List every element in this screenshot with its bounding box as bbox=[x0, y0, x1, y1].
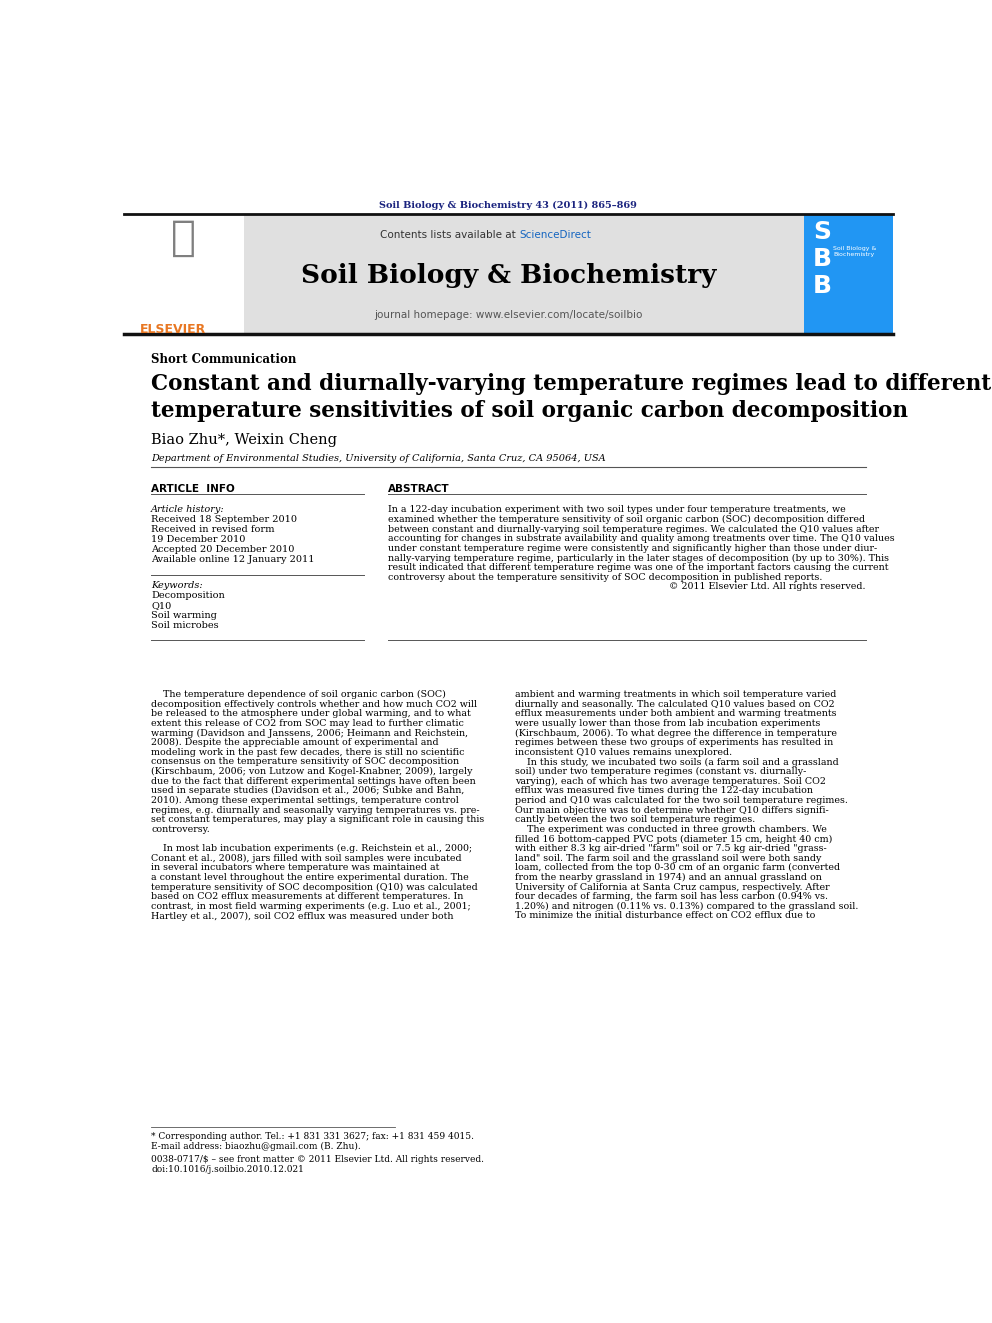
Text: Soil microbes: Soil microbes bbox=[151, 620, 219, 630]
Text: with either 8.3 kg air-dried "farm" soil or 7.5 kg air-dried "grass-: with either 8.3 kg air-dried "farm" soil… bbox=[516, 844, 827, 853]
Text: ELSEVIER: ELSEVIER bbox=[140, 323, 205, 336]
Text: The experiment was conducted in three growth chambers. We: The experiment was conducted in three gr… bbox=[516, 824, 827, 833]
Text: Keywords:: Keywords: bbox=[151, 581, 202, 590]
Text: efflux measurements under both ambient and warming treatments: efflux measurements under both ambient a… bbox=[516, 709, 837, 718]
Text: diurnally and seasonally. The calculated Q10 values based on CO2: diurnally and seasonally. The calculated… bbox=[516, 700, 835, 709]
Text: To minimize the initial disturbance effect on CO2 efflux due to: To minimize the initial disturbance effe… bbox=[516, 912, 815, 921]
Text: E-mail address: biaozhu@gmail.com (B. Zhu).: E-mail address: biaozhu@gmail.com (B. Zh… bbox=[151, 1142, 361, 1151]
Text: In a 122-day incubation experiment with two soil types under four temperature tr: In a 122-day incubation experiment with … bbox=[388, 505, 845, 515]
Text: University of California at Santa Cruz campus, respectively. After: University of California at Santa Cruz c… bbox=[516, 882, 830, 892]
Text: Contents lists available at: Contents lists available at bbox=[380, 230, 519, 241]
Text: In most lab incubation experiments (e.g. Reichstein et al., 2000;: In most lab incubation experiments (e.g.… bbox=[151, 844, 472, 853]
Text: Soil warming: Soil warming bbox=[151, 611, 217, 619]
Text: ARTICLE  INFO: ARTICLE INFO bbox=[151, 484, 235, 493]
Text: used in separate studies (Davidson et al., 2006; Subke and Bahn,: used in separate studies (Davidson et al… bbox=[151, 786, 464, 795]
Text: Available online 12 January 2011: Available online 12 January 2011 bbox=[151, 556, 314, 565]
Text: B: B bbox=[813, 247, 832, 271]
Text: in several incubators where temperature was maintained at: in several incubators where temperature … bbox=[151, 864, 439, 872]
Text: 2010). Among these experimental settings, temperature control: 2010). Among these experimental settings… bbox=[151, 796, 459, 806]
Text: were usually lower than those from lab incubation experiments: were usually lower than those from lab i… bbox=[516, 718, 820, 728]
Text: warming (Davidson and Janssens, 2006; Heimann and Reichstein,: warming (Davidson and Janssens, 2006; He… bbox=[151, 729, 468, 738]
Text: Biao Zhu*, Weixin Cheng: Biao Zhu*, Weixin Cheng bbox=[151, 433, 337, 447]
Text: B: B bbox=[813, 274, 832, 298]
Text: journal homepage: www.elsevier.com/locate/soilbio: journal homepage: www.elsevier.com/locat… bbox=[374, 310, 643, 320]
Text: Soil Biology & Biochemistry: Soil Biology & Biochemistry bbox=[301, 263, 716, 287]
Text: under constant temperature regime were consistently and significantly higher tha: under constant temperature regime were c… bbox=[388, 544, 877, 553]
Text: based on CO2 efflux measurements at different temperatures. In: based on CO2 efflux measurements at diff… bbox=[151, 892, 463, 901]
Text: set constant temperatures, may play a significant role in causing this: set constant temperatures, may play a si… bbox=[151, 815, 484, 824]
Text: The temperature dependence of soil organic carbon (SOC): The temperature dependence of soil organ… bbox=[151, 691, 446, 699]
Text: * Corresponding author. Tel.: +1 831 331 3627; fax: +1 831 459 4015.: * Corresponding author. Tel.: +1 831 331… bbox=[151, 1132, 474, 1140]
Text: extent this release of CO2 from SOC may lead to further climatic: extent this release of CO2 from SOC may … bbox=[151, 718, 464, 728]
Text: Accepted 20 December 2010: Accepted 20 December 2010 bbox=[151, 545, 295, 554]
Text: Conant et al., 2008), jars filled with soil samples were incubated: Conant et al., 2008), jars filled with s… bbox=[151, 853, 461, 863]
Text: period and Q10 was calculated for the two soil temperature regimes.: period and Q10 was calculated for the tw… bbox=[516, 796, 848, 804]
Text: Soil Biology & Biochemistry 43 (2011) 865–869: Soil Biology & Biochemistry 43 (2011) 86… bbox=[380, 201, 637, 210]
Bar bbox=[244, 214, 804, 335]
Text: loam, collected from the top 0-30 cm of an organic farm (converted: loam, collected from the top 0-30 cm of … bbox=[516, 864, 840, 872]
Text: doi:10.1016/j.soilbio.2010.12.021: doi:10.1016/j.soilbio.2010.12.021 bbox=[151, 1166, 304, 1174]
Text: temperature sensitivity of SOC decomposition (Q10) was calculated: temperature sensitivity of SOC decomposi… bbox=[151, 882, 478, 892]
Text: 1.20%) and nitrogen (0.11% vs. 0.13%) compared to the grassland soil.: 1.20%) and nitrogen (0.11% vs. 0.13%) co… bbox=[516, 902, 859, 912]
Text: regimes, e.g. diurnally and seasonally varying temperatures vs. pre-: regimes, e.g. diurnally and seasonally v… bbox=[151, 806, 480, 815]
Text: decomposition effectively controls whether and how much CO2 will: decomposition effectively controls wheth… bbox=[151, 700, 477, 709]
Text: land" soil. The farm soil and the grassland soil were both sandy: land" soil. The farm soil and the grassl… bbox=[516, 853, 821, 863]
Text: efflux was measured five times during the 122-day incubation: efflux was measured five times during th… bbox=[516, 786, 813, 795]
Text: ambient and warming treatments in which soil temperature varied: ambient and warming treatments in which … bbox=[516, 691, 836, 699]
Text: Soil Biology &: Soil Biology & bbox=[833, 246, 877, 251]
Text: regimes between these two groups of experiments has resulted in: regimes between these two groups of expe… bbox=[516, 738, 833, 747]
Bar bbox=[124, 214, 244, 335]
Text: ABSTRACT: ABSTRACT bbox=[388, 484, 449, 493]
Text: nally-varying temperature regime, particularly in the later stages of decomposit: nally-varying temperature regime, partic… bbox=[388, 553, 889, 562]
Text: Received 18 September 2010: Received 18 September 2010 bbox=[151, 515, 298, 524]
Text: Article history:: Article history: bbox=[151, 505, 225, 515]
Text: due to the fact that different experimental settings have often been: due to the fact that different experimen… bbox=[151, 777, 476, 786]
Text: accounting for changes in substrate availability and quality among treatments ov: accounting for changes in substrate avai… bbox=[388, 534, 894, 544]
Text: Constant and diurnally-varying temperature regimes lead to different: Constant and diurnally-varying temperatu… bbox=[151, 373, 991, 394]
Text: © 2011 Elsevier Ltd. All rights reserved.: © 2011 Elsevier Ltd. All rights reserved… bbox=[670, 582, 866, 591]
Text: between constant and diurnally-varying soil temperature regimes. We calculated t: between constant and diurnally-varying s… bbox=[388, 524, 879, 533]
Text: ScienceDirect: ScienceDirect bbox=[519, 230, 591, 241]
Text: inconsistent Q10 values remains unexplored.: inconsistent Q10 values remains unexplor… bbox=[516, 747, 732, 757]
Text: Biochemistry: Biochemistry bbox=[833, 251, 874, 257]
Text: (Kirschbaum, 2006). To what degree the difference in temperature: (Kirschbaum, 2006). To what degree the d… bbox=[516, 729, 837, 738]
Text: modeling work in the past few decades, there is still no scientific: modeling work in the past few decades, t… bbox=[151, 747, 464, 757]
Text: Department of Environmental Studies, University of California, Santa Cruz, CA 95: Department of Environmental Studies, Uni… bbox=[151, 454, 606, 463]
Text: (Kirschbaum, 2006; von Lutzow and Kogel-Knabner, 2009), largely: (Kirschbaum, 2006; von Lutzow and Kogel-… bbox=[151, 767, 472, 777]
Text: cantly between the two soil temperature regimes.: cantly between the two soil temperature … bbox=[516, 815, 756, 824]
Text: Short Communication: Short Communication bbox=[151, 353, 297, 365]
Text: soil) under two temperature regimes (constant vs. diurnally-: soil) under two temperature regimes (con… bbox=[516, 767, 806, 777]
Text: S: S bbox=[813, 221, 831, 245]
Text: 0038-0717/$ – see front matter © 2011 Elsevier Ltd. All rights reserved.: 0038-0717/$ – see front matter © 2011 El… bbox=[151, 1155, 484, 1164]
Text: Q10: Q10 bbox=[151, 601, 172, 610]
Text: Received in revised form: Received in revised form bbox=[151, 525, 275, 534]
Text: varying), each of which has two average temperatures. Soil CO2: varying), each of which has two average … bbox=[516, 777, 826, 786]
Text: from the nearby grassland in 1974) and an annual grassland on: from the nearby grassland in 1974) and a… bbox=[516, 873, 822, 882]
Text: Our main objective was to determine whether Q10 differs signifi-: Our main objective was to determine whet… bbox=[516, 806, 829, 815]
Text: temperature sensitivities of soil organic carbon decomposition: temperature sensitivities of soil organi… bbox=[151, 400, 908, 422]
Text: 19 December 2010: 19 December 2010 bbox=[151, 536, 245, 544]
Text: a constant level throughout the entire experimental duration. The: a constant level throughout the entire e… bbox=[151, 873, 469, 882]
Text: In this study, we incubated two soils (a farm soil and a grassland: In this study, we incubated two soils (a… bbox=[516, 758, 839, 766]
Bar bbox=[804, 214, 893, 335]
Text: filled 16 bottom-capped PVC pots (diameter 15 cm, height 40 cm): filled 16 bottom-capped PVC pots (diamet… bbox=[516, 835, 832, 844]
Text: Hartley et al., 2007), soil CO2 efflux was measured under both: Hartley et al., 2007), soil CO2 efflux w… bbox=[151, 912, 453, 921]
Text: controversy.: controversy. bbox=[151, 824, 210, 833]
Text: 2008). Despite the appreciable amount of experimental and: 2008). Despite the appreciable amount of… bbox=[151, 738, 438, 747]
Text: result indicated that different temperature regime was one of the important fact: result indicated that different temperat… bbox=[388, 564, 888, 572]
Text: 🌲: 🌲 bbox=[172, 217, 196, 258]
Text: four decades of farming, the farm soil has less carbon (0.94% vs.: four decades of farming, the farm soil h… bbox=[516, 892, 828, 901]
Text: be released to the atmosphere under global warming, and to what: be released to the atmosphere under glob… bbox=[151, 709, 471, 718]
Text: contrast, in most field warming experiments (e.g. Luo et al., 2001;: contrast, in most field warming experime… bbox=[151, 902, 471, 912]
Text: controversy about the temperature sensitivity of SOC decomposition in published : controversy about the temperature sensit… bbox=[388, 573, 822, 582]
Text: Decomposition: Decomposition bbox=[151, 591, 225, 599]
Text: examined whether the temperature sensitivity of soil organic carbon (SOC) decomp: examined whether the temperature sensiti… bbox=[388, 515, 865, 524]
Text: consensus on the temperature sensitivity of SOC decomposition: consensus on the temperature sensitivity… bbox=[151, 758, 459, 766]
